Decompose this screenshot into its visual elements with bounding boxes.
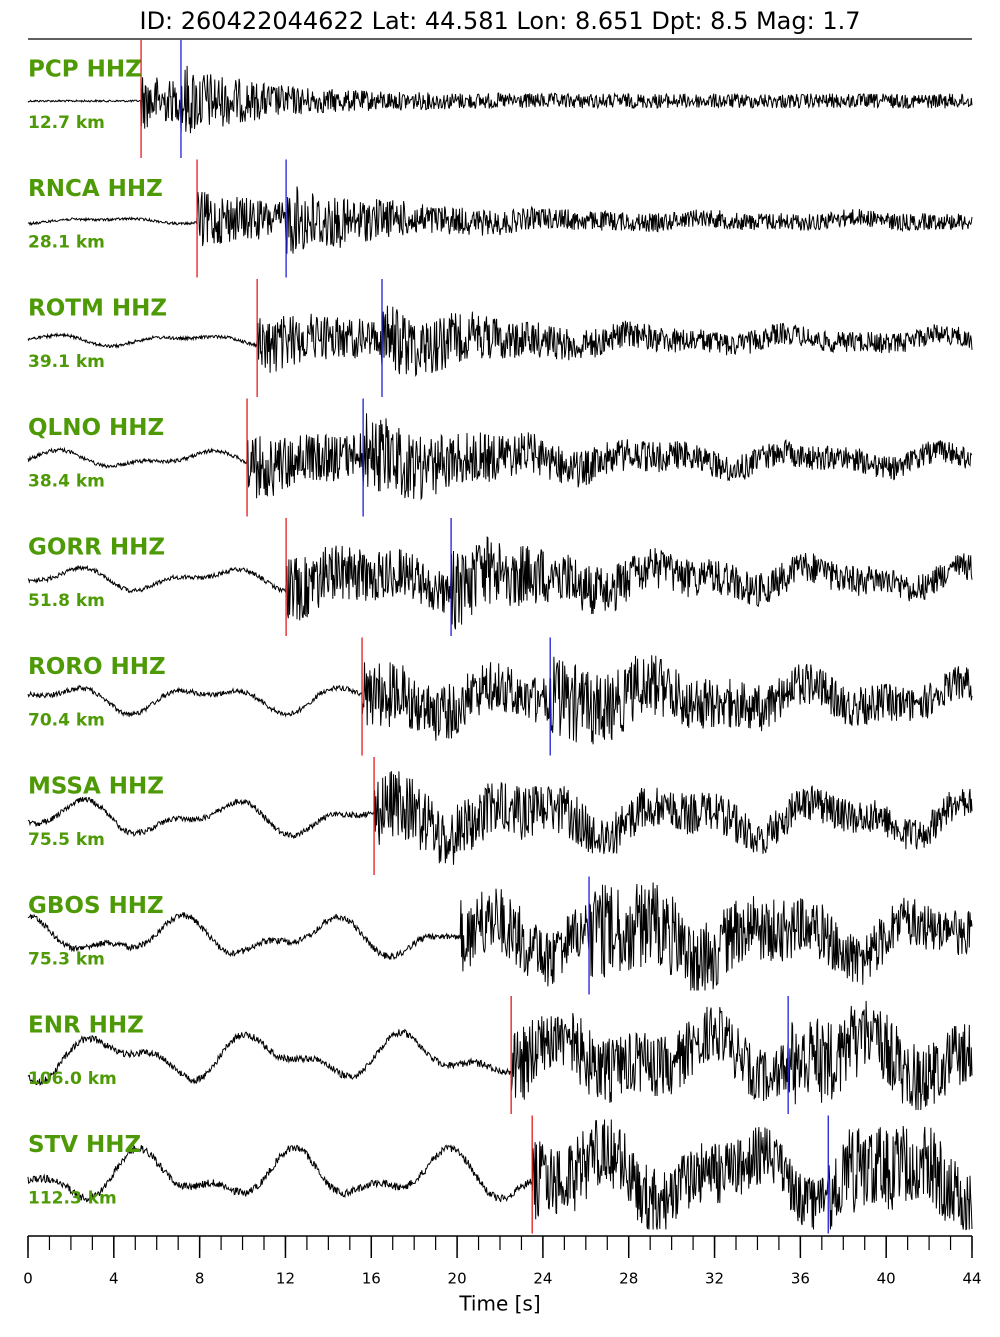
- x-tick-label: 36: [791, 1270, 810, 1288]
- chart-title: ID: 260422044622 Lat: 44.581 Lon: 8.651 …: [139, 7, 860, 35]
- station-label: MSSA HHZ: [28, 774, 164, 800]
- x-tick-label: 12: [276, 1270, 295, 1288]
- waveform: [27, 771, 973, 865]
- x-tick-label: 20: [448, 1270, 467, 1288]
- station-label: QLNO HHZ: [28, 415, 164, 441]
- station-label: GBOS HHZ: [28, 893, 164, 919]
- station-label: PCP HHZ: [28, 57, 142, 83]
- distance-label: 75.3 km: [28, 950, 105, 970]
- x-tick-label: 28: [619, 1270, 638, 1288]
- waveform: [27, 65, 973, 134]
- distance-label: 38.4 km: [28, 472, 105, 492]
- station-label: GORR HHZ: [28, 535, 165, 561]
- waveform: [27, 882, 973, 991]
- distance-label: 12.7 km: [28, 113, 105, 133]
- waveform: [27, 536, 973, 630]
- station-label: RORO HHZ: [28, 654, 166, 680]
- station-label: RNCA HHZ: [28, 176, 163, 202]
- waveform: [27, 655, 973, 745]
- waveform: [27, 305, 973, 378]
- x-tick-label: 16: [362, 1270, 381, 1288]
- waveform: [27, 413, 973, 501]
- x-tick-label: 0: [23, 1270, 33, 1288]
- x-axis-label: Time [s]: [458, 1292, 540, 1316]
- waveform: [27, 1119, 973, 1231]
- station-label: ROTM HHZ: [28, 296, 167, 322]
- distance-label: 75.5 km: [28, 830, 105, 850]
- distance-label: 51.8 km: [28, 591, 105, 611]
- distance-label: 112.3 km: [28, 1189, 117, 1209]
- distance-label: 70.4 km: [28, 711, 105, 731]
- waveform: [27, 1000, 973, 1111]
- x-tick-label: 4: [109, 1270, 119, 1288]
- x-tick-label: 40: [877, 1270, 896, 1288]
- distance-label: 28.1 km: [28, 233, 105, 253]
- x-tick-label: 8: [195, 1270, 205, 1288]
- distance-label: 106.0 km: [28, 1069, 117, 1089]
- x-tick-label: 24: [533, 1270, 552, 1288]
- station-label: STV HHZ: [28, 1132, 141, 1158]
- distance-label: 39.1 km: [28, 352, 105, 372]
- waveform: [27, 186, 973, 255]
- x-tick-label: 44: [962, 1270, 981, 1288]
- x-tick-label: 32: [705, 1270, 724, 1288]
- station-label: ENR HHZ: [28, 1013, 144, 1039]
